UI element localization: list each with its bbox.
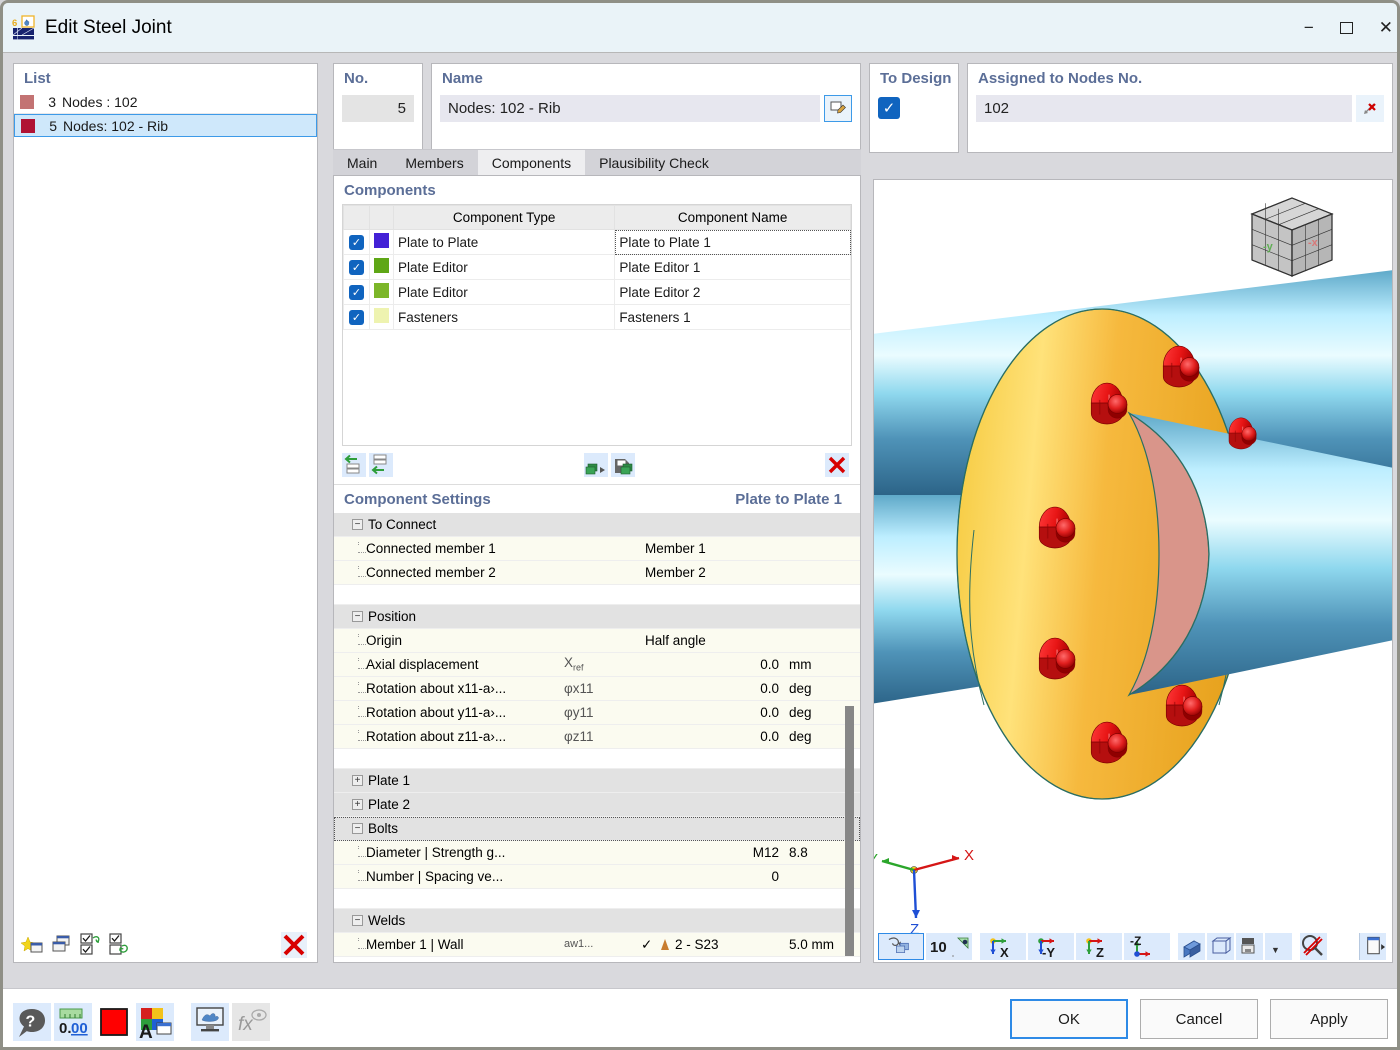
svg-text:-Y: -Y [1042, 945, 1055, 960]
svg-text:▼: ▼ [1271, 945, 1280, 955]
svg-text:10: 10 [930, 939, 947, 956]
svg-text:-Z: -Z [1130, 934, 1141, 948]
svg-text:-x: -x [1308, 237, 1319, 249]
svg-text:X: X [1000, 945, 1009, 960]
svg-text:X: X [964, 847, 974, 864]
svg-text:?: ? [26, 1014, 36, 1031]
svg-text:0.: 0. [59, 1020, 72, 1037]
svg-text:6: 6 [12, 18, 17, 29]
svg-text:-y: -y [1263, 241, 1274, 253]
svg-text:Z: Z [1096, 945, 1104, 960]
svg-text:00: 00 [71, 1020, 88, 1037]
svg-text:fx: fx [238, 1014, 254, 1035]
svg-text:A: A [139, 1022, 153, 1041]
svg-text:Y: Y [874, 851, 878, 868]
